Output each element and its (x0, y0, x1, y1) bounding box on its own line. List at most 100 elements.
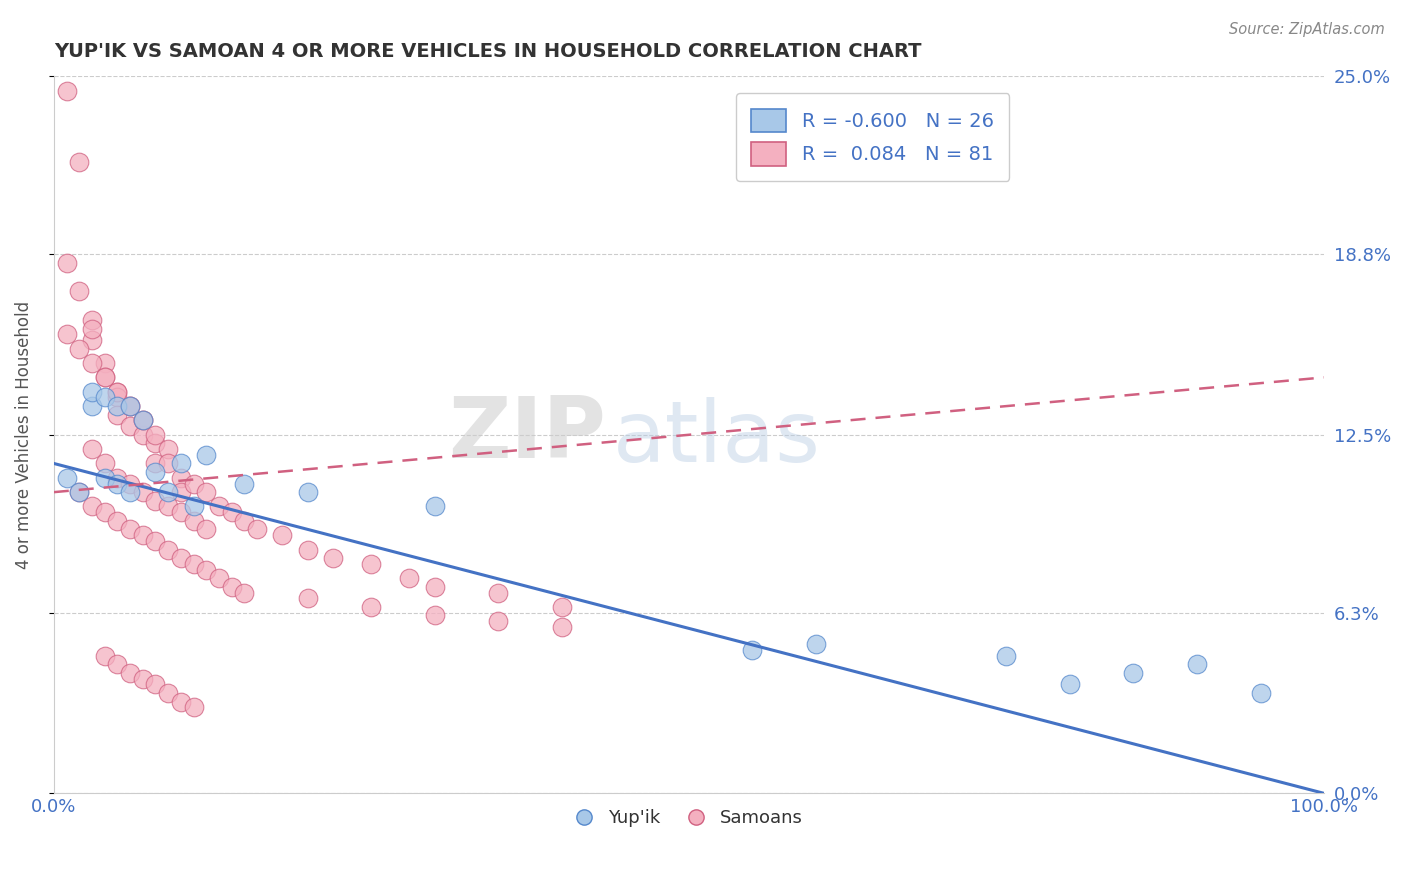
Point (741, 643, 763, 657)
Point (93, 356, 115, 370)
Point (208, 571, 231, 585)
Point (145, 427, 167, 442)
Point (157, 442, 180, 456)
Point (995, 648, 1018, 663)
Point (132, 427, 155, 442)
Point (132, 528, 155, 542)
Point (132, 485, 155, 500)
Point (55, 255, 77, 269)
Point (105, 471, 128, 485)
Point (297, 485, 319, 500)
Point (486, 585, 509, 599)
Point (80, 321, 103, 335)
Point (1059, 677, 1081, 691)
Point (157, 485, 180, 500)
Point (183, 476, 205, 491)
Point (105, 391, 128, 405)
Point (195, 485, 218, 500)
Point (170, 485, 193, 500)
Point (80, 333, 103, 347)
Point (93, 648, 115, 663)
Point (118, 523, 141, 537)
Point (132, 413, 155, 427)
Point (195, 523, 218, 537)
Point (132, 413, 155, 427)
Point (93, 370, 115, 384)
Point (93, 471, 115, 485)
Point (105, 399, 128, 413)
Point (80, 313, 103, 327)
Point (67, 485, 90, 500)
Legend: Yup'ik, Samoans: Yup'ik, Samoans (568, 802, 810, 835)
Point (145, 457, 167, 471)
Point (67, 285, 90, 299)
Point (55, 327, 77, 342)
Point (105, 384, 128, 399)
Point (170, 471, 193, 485)
Point (80, 399, 103, 413)
Point (93, 391, 115, 405)
Point (157, 686, 180, 700)
Point (80, 356, 103, 370)
Point (67, 155, 90, 169)
Point (80, 442, 103, 456)
Point (170, 505, 193, 519)
Point (1122, 665, 1144, 680)
Point (105, 408, 128, 422)
Point (55, 84, 77, 98)
Point (55, 471, 77, 485)
Point (132, 672, 155, 686)
Point (118, 399, 141, 413)
Point (246, 523, 269, 537)
Point (183, 557, 205, 571)
Point (118, 399, 141, 413)
Point (486, 614, 509, 628)
Point (233, 585, 256, 599)
Point (145, 465, 167, 479)
Point (423, 500, 446, 514)
Point (221, 580, 243, 594)
Point (118, 399, 141, 413)
Text: atlas: atlas (613, 397, 821, 480)
Point (183, 700, 205, 714)
Point (93, 505, 115, 519)
Point (183, 514, 205, 528)
Text: Source: ZipAtlas.com: Source: ZipAtlas.com (1229, 22, 1385, 37)
Point (183, 500, 205, 514)
Point (93, 370, 115, 384)
Point (118, 419, 141, 434)
Point (157, 542, 180, 557)
Text: ZIP: ZIP (449, 393, 606, 476)
Point (170, 694, 193, 708)
Point (195, 448, 218, 462)
Point (221, 505, 243, 519)
Point (233, 514, 256, 528)
Point (195, 563, 218, 577)
Point (360, 557, 382, 571)
Point (322, 551, 344, 566)
Point (360, 599, 382, 614)
Point (297, 591, 319, 606)
Point (170, 457, 193, 471)
Point (105, 384, 128, 399)
Point (145, 533, 167, 548)
Point (297, 542, 319, 557)
Point (233, 476, 256, 491)
Point (1250, 686, 1272, 700)
Point (132, 413, 155, 427)
Point (1185, 657, 1208, 672)
Point (170, 551, 193, 566)
Point (551, 599, 574, 614)
Y-axis label: 4 or more Vehicles in Household: 4 or more Vehicles in Household (15, 301, 32, 569)
Point (271, 528, 294, 542)
Point (423, 608, 446, 623)
Point (80, 500, 103, 514)
Point (118, 665, 141, 680)
Point (118, 485, 141, 500)
Point (208, 500, 231, 514)
Point (105, 657, 128, 672)
Point (105, 476, 128, 491)
Point (157, 500, 180, 514)
Point (551, 620, 574, 634)
Point (145, 677, 167, 691)
